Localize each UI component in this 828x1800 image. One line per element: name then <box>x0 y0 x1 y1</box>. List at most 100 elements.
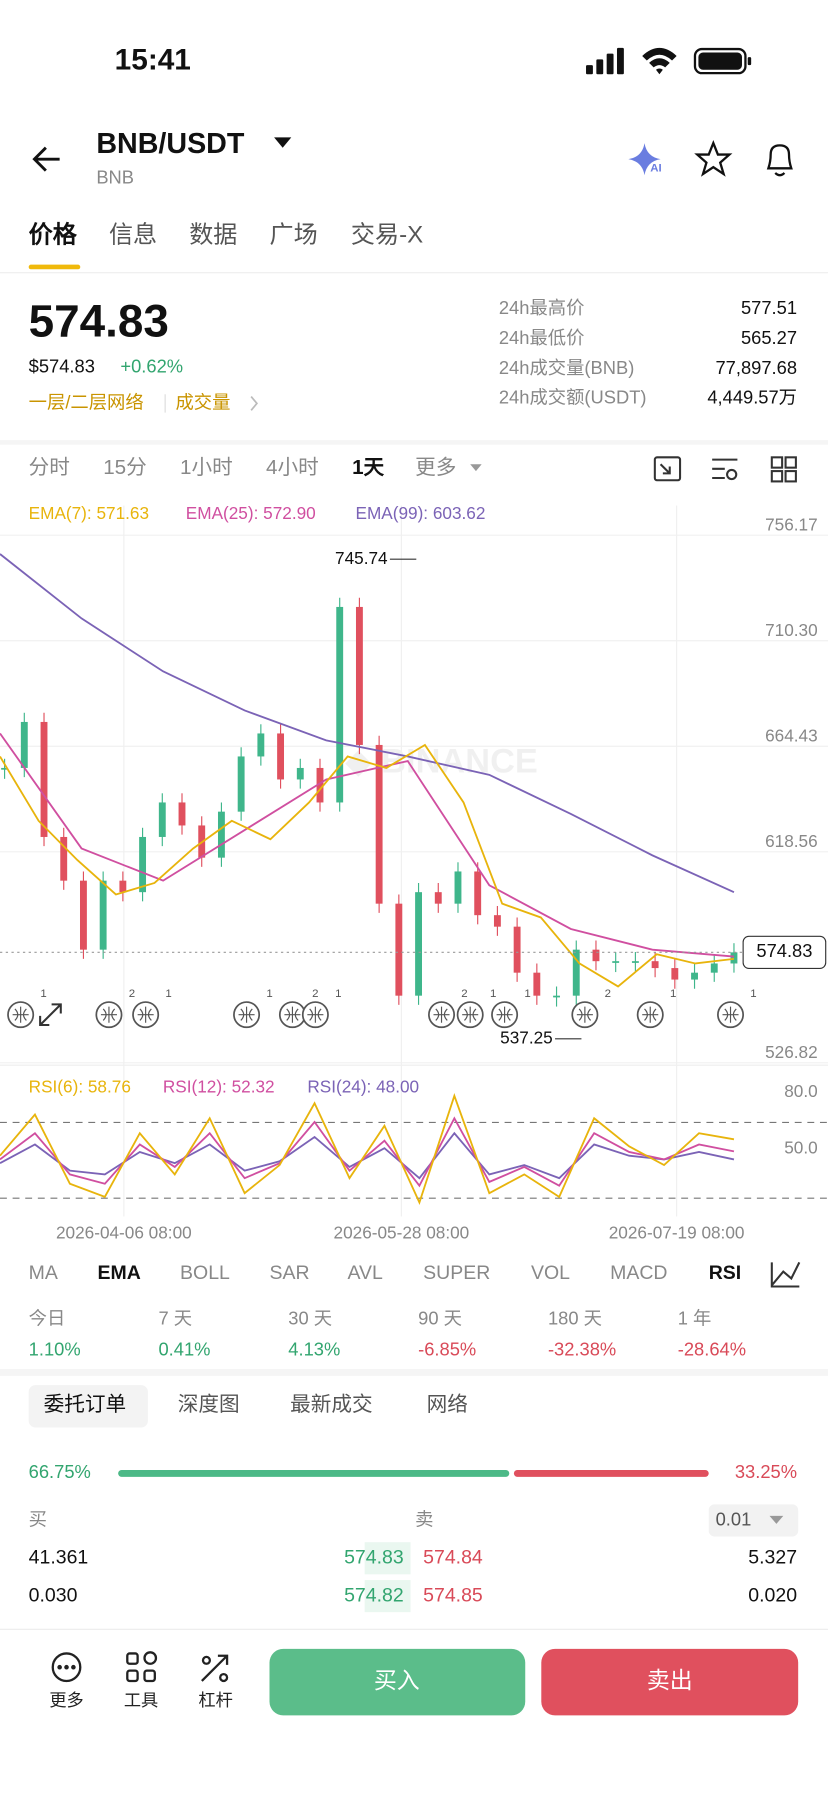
ai-button[interactable] <box>628 143 661 176</box>
alert-button[interactable] <box>766 144 793 177</box>
buy-button[interactable] <box>269 1648 526 1716</box>
candle <box>119 880 127 893</box>
step-selector[interactable] <box>708 1504 799 1537</box>
sell-label[interactable]: 卖出 <box>647 1667 693 1693</box>
event-icon <box>100 1006 117 1023</box>
period-label: 7 天 <box>158 1308 192 1329</box>
interval[interactable]: 分时 <box>29 456 70 479</box>
pair-dropdown[interactable] <box>274 137 292 148</box>
book-tab[interactable]: 最新成交 <box>290 1393 373 1416</box>
back-button[interactable] <box>32 146 60 172</box>
depth-bar <box>364 1542 411 1575</box>
event-count: 1 <box>670 988 676 1000</box>
indicator-tab[interactable]: AVL <box>347 1262 383 1284</box>
more-dropdown[interactable] <box>470 464 482 472</box>
bid-qty: 41.361 <box>29 1546 89 1568</box>
tab[interactable]: 价格 <box>29 221 78 248</box>
tag[interactable]: 成交量 <box>175 391 230 412</box>
book-tab[interactable]: 网络 <box>427 1393 468 1416</box>
ask-header: 卖 <box>415 1508 433 1529</box>
price-change: +0.62% <box>120 356 183 377</box>
step-value: 0.01 <box>716 1508 752 1529</box>
candle <box>474 871 482 916</box>
depth-bar <box>364 1580 411 1613</box>
interval[interactable]: 1天 <box>352 456 384 479</box>
indicator-tab[interactable]: MA <box>29 1262 58 1284</box>
bottom-icons[interactable] <box>51 1651 229 1683</box>
book-tab[interactable]: 委托订单 <box>44 1393 127 1416</box>
tab[interactable]: 信息 <box>109 221 157 248</box>
tag[interactable]: 一层/二层网络 <box>29 391 144 412</box>
indicator-tab[interactable]: BOLL <box>180 1262 230 1284</box>
tab[interactable]: 数据 <box>189 221 237 248</box>
event-icon <box>642 1006 659 1023</box>
ask-qty: 5.327 <box>748 1546 797 1568</box>
favorite-button[interactable] <box>694 140 733 177</box>
interval[interactable]: 15分 <box>103 456 147 479</box>
indicator-tab[interactable]: EMA <box>97 1262 140 1284</box>
event-icon <box>238 1006 255 1023</box>
candle <box>434 892 442 904</box>
ask-qty: 0.020 <box>748 1584 797 1606</box>
indicator-tab[interactable]: SUPER <box>423 1262 490 1284</box>
indicator-tab[interactable]: SAR <box>270 1262 310 1284</box>
interval[interactable]: 更多 <box>415 456 456 479</box>
rsi-tick-label: 80.0 <box>784 1081 817 1101</box>
indicator-tab[interactable]: RSI <box>709 1262 741 1284</box>
chart-tools[interactable] <box>653 456 797 483</box>
ask-price: 574.84 <box>423 1546 483 1568</box>
sell-button[interactable] <box>541 1648 799 1716</box>
period-label: 30 天 <box>288 1308 332 1329</box>
candle <box>395 903 403 996</box>
ask-price: 574.85 <box>423 1584 483 1606</box>
period-change: 1.10% <box>29 1339 81 1360</box>
period-label: 90 天 <box>418 1308 462 1329</box>
ema-label: EMA(25): 572.90 <box>186 503 316 523</box>
candle <box>178 802 186 826</box>
indicator-settings[interactable] <box>770 1261 801 1288</box>
period-change: 4.13% <box>288 1339 340 1360</box>
event-count: 2 <box>312 988 318 1000</box>
event-count: 1 <box>750 988 756 1000</box>
indicator-tab[interactable]: MACD <box>610 1262 667 1284</box>
x-tick-label: 2026-04-06 08:00 <box>56 1222 192 1242</box>
last-price: 574.83 <box>29 294 169 346</box>
stat-value: 565.27 <box>741 327 797 348</box>
divider <box>0 440 828 445</box>
rsi-line <box>0 1092 735 1206</box>
interval[interactable]: 4小时 <box>266 456 319 479</box>
indicator-tab[interactable]: VOL <box>531 1262 570 1284</box>
candle <box>355 606 363 745</box>
buy-ratio-bar <box>118 1469 510 1477</box>
tab[interactable]: 交易-X <box>351 221 423 248</box>
candle <box>296 767 304 780</box>
period-label: 1 年 <box>678 1308 712 1329</box>
bid-header: 买 <box>29 1508 47 1529</box>
candle <box>79 880 87 950</box>
tag-chevron <box>250 395 259 411</box>
expand-icon[interactable] <box>39 1003 62 1027</box>
buy-label[interactable]: 买入 <box>374 1667 420 1693</box>
pair-name: BNB/USDT <box>96 128 245 160</box>
candle <box>592 949 600 962</box>
candle <box>533 972 541 996</box>
tab[interactable]: 广场 <box>270 221 318 248</box>
event-icon <box>12 1006 29 1023</box>
event-icon <box>137 1006 154 1023</box>
nav-label[interactable]: 工具 <box>124 1690 158 1710</box>
nav-label[interactable]: 杠杆 <box>198 1690 232 1710</box>
stat-label: 24h成交额(USDT) <box>499 387 647 408</box>
ema-label: EMA(99): 603.62 <box>356 503 486 523</box>
interval[interactable]: 1小时 <box>180 456 233 479</box>
bid-qty: 0.030 <box>29 1584 78 1606</box>
stat-label: 24h最低价 <box>499 327 585 348</box>
buy-ratio: 66.75% <box>29 1461 91 1482</box>
candle <box>691 972 698 980</box>
book-tab[interactable]: 深度图 <box>178 1393 240 1416</box>
x-tick-label: 2026-07-19 08:00 <box>609 1222 745 1242</box>
nav-label[interactable]: 更多 <box>49 1690 83 1710</box>
event-count: 1 <box>165 988 171 1000</box>
rsi-tick-label: 50.0 <box>784 1137 817 1157</box>
